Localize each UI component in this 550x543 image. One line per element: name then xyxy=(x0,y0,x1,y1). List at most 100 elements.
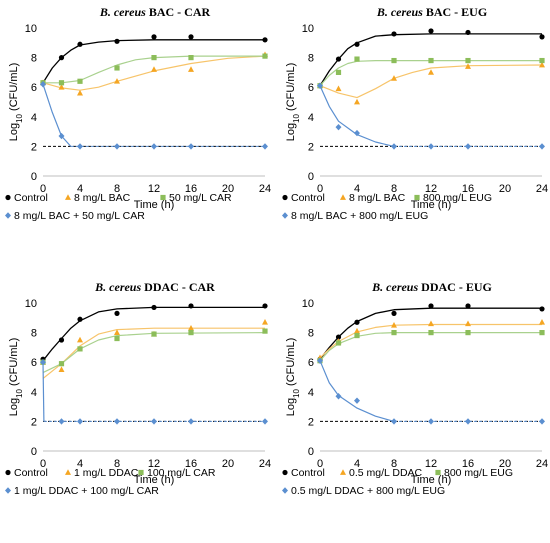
legend-marker-control xyxy=(282,194,288,201)
y-axis-title-main: Log xyxy=(285,123,297,141)
y-axis-title: Log10 (CFU/mL) xyxy=(8,338,24,417)
y-tick-label: 4 xyxy=(308,387,314,399)
y-tick-label: 8 xyxy=(31,53,37,65)
data-point-combo xyxy=(151,143,157,150)
data-point-natural xyxy=(262,53,268,59)
data-point-control xyxy=(391,31,397,37)
data-point-natural xyxy=(391,330,397,336)
data-point-single xyxy=(188,66,194,72)
fit-line-combo xyxy=(42,84,72,147)
data-point-control xyxy=(465,29,471,36)
legend-label-control: Control xyxy=(14,192,48,204)
x-tick-label: 8 xyxy=(114,458,120,470)
data-point-combo xyxy=(317,357,323,364)
legend-marker-single xyxy=(65,194,71,200)
x-tick-label: 0 xyxy=(40,458,46,470)
y-axis-title-main: Log xyxy=(8,398,20,416)
data-point-control xyxy=(539,306,545,312)
chart-title-treatment: BAC - EUG xyxy=(423,5,487,19)
legend-marker-combo xyxy=(282,487,288,494)
data-point-natural xyxy=(151,55,157,61)
fit-line-single xyxy=(42,55,266,91)
data-point-combo xyxy=(354,129,360,137)
fit-line-single xyxy=(319,323,542,359)
data-point-single xyxy=(151,66,157,72)
x-tick-label: 4 xyxy=(77,458,83,470)
data-point-control xyxy=(262,303,268,309)
data-point-natural xyxy=(77,346,83,352)
fit-line-combo xyxy=(42,362,45,422)
y-tick-label: 6 xyxy=(31,357,37,369)
data-point-control xyxy=(77,316,83,322)
legend-item-natural: 800 mg/L EUG xyxy=(435,467,513,479)
data-point-combo xyxy=(539,418,545,425)
data-point-single xyxy=(77,89,83,96)
y-axis-title: Log10 (CFU/mL) xyxy=(285,63,301,142)
legend-marker-combo xyxy=(5,487,11,494)
legend-marker-combo xyxy=(5,212,11,219)
y-axis-title: Log10 (CFU/mL) xyxy=(8,63,24,142)
data-point-control xyxy=(58,55,65,61)
data-point-control xyxy=(465,303,471,309)
legend-label-combo: 1 mg/L DDAC + 100 mg/L CAR xyxy=(14,485,159,497)
y-axis-title-unit: (CFU/mL) xyxy=(285,338,297,389)
data-point-natural xyxy=(354,332,360,339)
legend-label-single: 0.5 mg/L DDAC xyxy=(349,467,423,479)
legend-item-combo: 1 mg/L DDAC + 100 mg/L CAR xyxy=(5,485,159,497)
legend-item-single: 0.5 mg/L DDAC xyxy=(340,467,423,479)
legend-label-single: 8 mg/L BAC xyxy=(349,192,406,204)
y-axis-title-subscript: 10 xyxy=(292,388,301,397)
data-point-natural xyxy=(58,361,65,367)
data-point-control xyxy=(114,310,120,316)
x-tick-label: 12 xyxy=(425,458,437,470)
x-tick-label: 8 xyxy=(391,183,397,195)
x-tick-label: 0 xyxy=(317,458,323,470)
legend-label-control: Control xyxy=(291,467,325,479)
legend-item-single: 8 mg/L BAC xyxy=(65,192,131,204)
y-tick-label: 6 xyxy=(308,357,314,369)
x-tick-label: 20 xyxy=(222,183,234,195)
chart-title: B. cereus BAC - EUG xyxy=(376,5,487,19)
x-tick-label: 4 xyxy=(354,458,360,470)
data-point-control xyxy=(58,337,65,343)
x-tick-label: 0 xyxy=(317,183,323,195)
data-point-combo xyxy=(335,393,342,400)
data-point-control xyxy=(188,303,194,309)
data-point-natural xyxy=(58,80,65,86)
data-point-combo xyxy=(354,397,360,404)
data-point-control xyxy=(77,41,83,47)
data-point-combo xyxy=(77,143,83,150)
data-point-natural xyxy=(539,57,545,64)
x-tick-label: 24 xyxy=(259,183,271,195)
data-point-combo xyxy=(188,143,194,150)
data-point-single xyxy=(114,78,120,84)
legend-label-natural: 100 mg/L CAR xyxy=(147,467,216,479)
data-point-combo xyxy=(40,81,46,88)
legend-marker-control xyxy=(5,194,11,201)
data-point-combo xyxy=(40,359,46,366)
data-point-single xyxy=(262,319,268,325)
y-tick-label: 8 xyxy=(308,328,314,340)
y-tick-label: 4 xyxy=(308,112,314,124)
legend-label-control: Control xyxy=(291,192,325,204)
fit-line-control xyxy=(42,39,265,84)
data-point-combo xyxy=(114,418,120,425)
x-axis-title: Time (h) xyxy=(411,199,452,211)
legend-marker-single xyxy=(340,194,346,200)
legend-marker-natural xyxy=(160,194,166,201)
y-axis-title-subscript: 10 xyxy=(15,113,24,122)
x-tick-label: 12 xyxy=(148,458,160,470)
legend-marker-single xyxy=(340,469,346,475)
legend-item-natural: 50 mg/L CAR xyxy=(160,192,232,204)
data-point-combo xyxy=(465,143,471,150)
chart-title-organism: B. cereus xyxy=(99,5,146,19)
data-point-control xyxy=(391,310,397,316)
legend-marker-natural xyxy=(414,194,420,201)
x-tick-label: 24 xyxy=(259,458,271,470)
chart-title-treatment: BAC - CAR xyxy=(146,5,211,19)
data-point-single xyxy=(428,69,434,75)
x-axis-title: Time (h) xyxy=(134,474,175,486)
x-tick-label: 0 xyxy=(40,183,46,195)
x-axis-title: Time (h) xyxy=(411,474,452,486)
